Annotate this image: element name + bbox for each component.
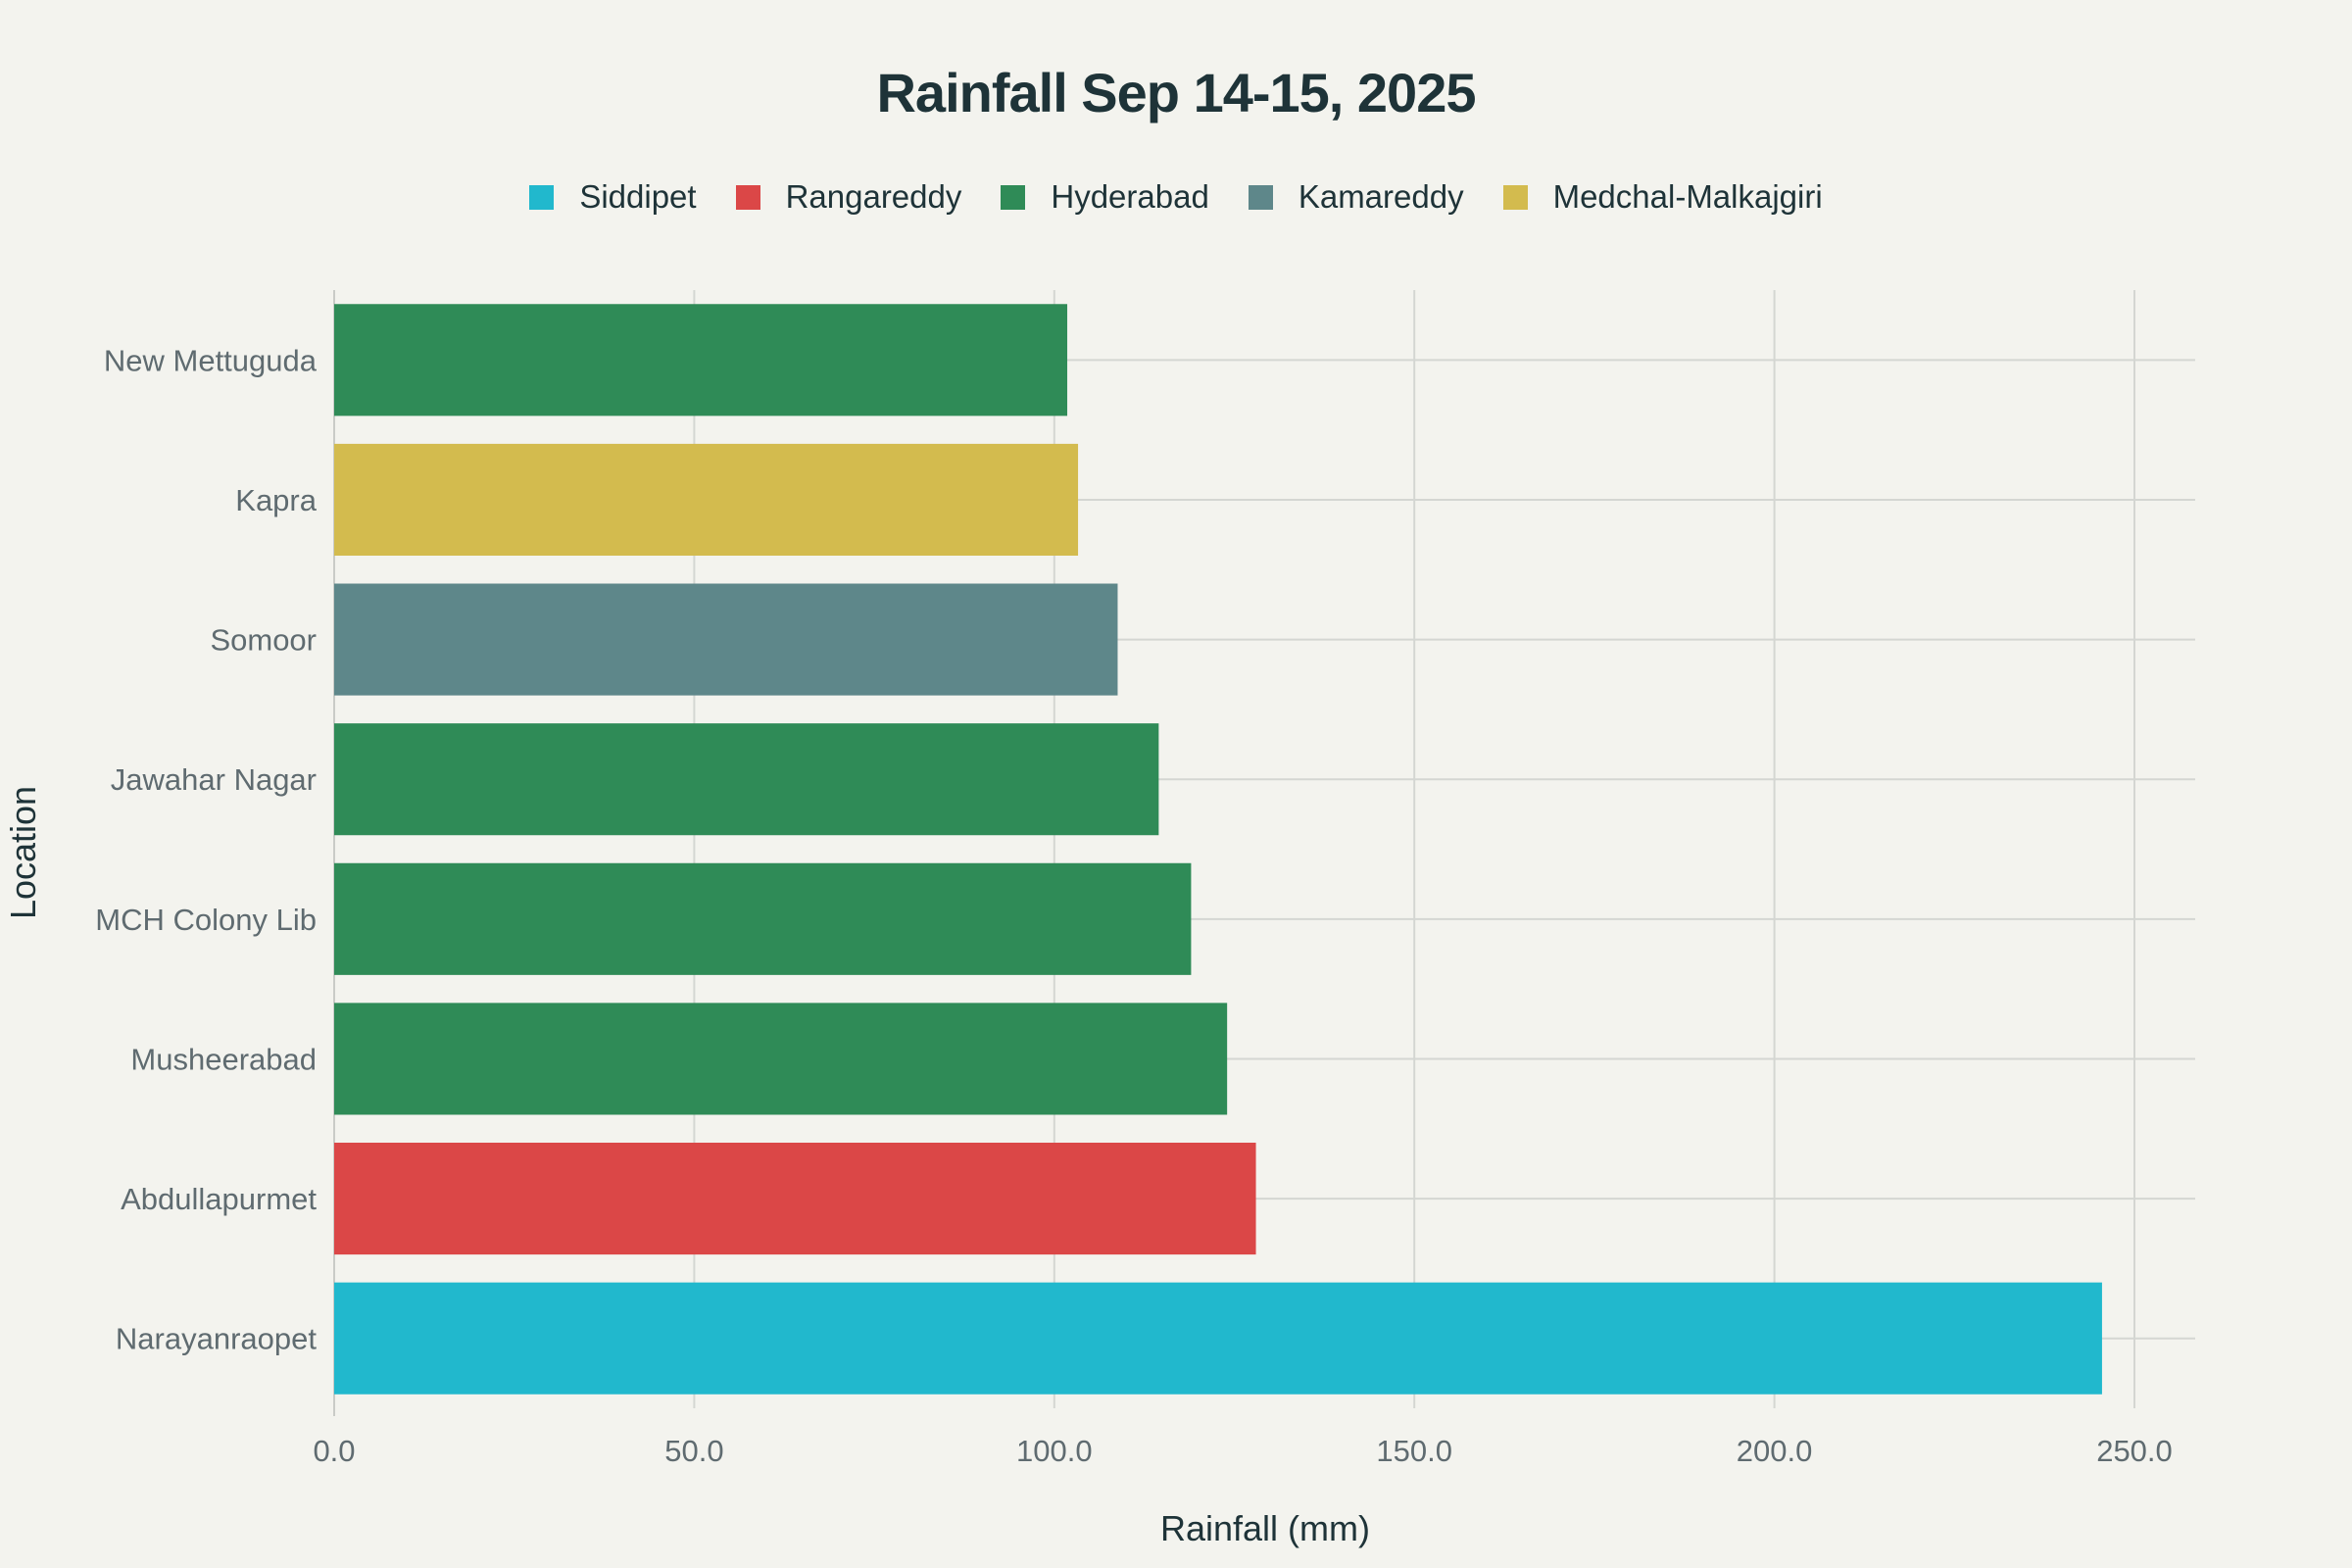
legend-label-kamareddy: Kamareddy (1298, 178, 1464, 215)
bar (334, 1003, 1228, 1115)
legend-label-medchal-malkajgiri: Medchal-Malkajgiri (1552, 178, 1823, 215)
legend-item-rangareddy[interactable]: Rangareddy (735, 178, 962, 216)
x-axis-title: Rainfall (mm) (1160, 1508, 1370, 1548)
legend-label-rangareddy: Rangareddy (785, 178, 962, 215)
y-tick-label: New Mettuguda (104, 343, 318, 377)
legend-label-siddipet: Siddipet (579, 178, 697, 215)
legend-swatch-hyderabad (1001, 184, 1026, 210)
legend-item-siddipet[interactable]: Siddipet (529, 178, 697, 216)
legend-item-kamareddy[interactable]: Kamareddy (1248, 178, 1464, 216)
legend-label-hyderabad: Hyderabad (1051, 178, 1209, 215)
chart-title: Rainfall Sep 14-15, 2025 (876, 62, 1476, 123)
y-tick-label: MCH Colony Lib (95, 903, 317, 937)
bar (334, 443, 1079, 556)
bar (334, 1143, 1256, 1255)
legend-swatch-siddipet (529, 184, 555, 210)
bars (334, 304, 2102, 1395)
x-tick-label: 50.0 (664, 1434, 723, 1468)
bar (334, 723, 1159, 836)
legend-swatch-rangareddy (735, 184, 760, 210)
legend: Siddipet Rangareddy Hyderabad Kamareddy … (0, 178, 2352, 216)
y-tick-label: Abdullapurmet (121, 1182, 317, 1216)
legend-item-hyderabad[interactable]: Hyderabad (1001, 178, 1209, 216)
x-tick-label: 250.0 (2096, 1434, 2173, 1468)
y-tick-label: Musheerabad (130, 1042, 317, 1076)
legend-swatch-kamareddy (1248, 184, 1273, 210)
y-tick-label: Kapra (235, 483, 317, 517)
x-tick-label: 150.0 (1376, 1434, 1452, 1468)
x-tick-label: 200.0 (1737, 1434, 1813, 1468)
x-tick-label: 100.0 (1016, 1434, 1093, 1468)
x-tick-label: 0.0 (313, 1434, 355, 1468)
bar (334, 304, 1068, 416)
tick-labels: 0.0 50.0 100.0 150.0 200.0 250.0 New Mettuguda… (95, 343, 2172, 1468)
legend-swatch-medchal-malkajgiri (1502, 184, 1528, 210)
bar (334, 583, 1118, 696)
legend-item-medchal-malkajgiri[interactable]: Medchal-Malkajgiri (1502, 178, 1823, 216)
y-tick-label: Jawahar Nagar (111, 762, 317, 797)
y-tick-label: Narayanraopet (116, 1322, 317, 1356)
bar (334, 862, 1192, 975)
bar (334, 1282, 2102, 1395)
y-axis-title: Location (3, 786, 43, 919)
y-tick-label: Somoor (210, 623, 317, 658)
